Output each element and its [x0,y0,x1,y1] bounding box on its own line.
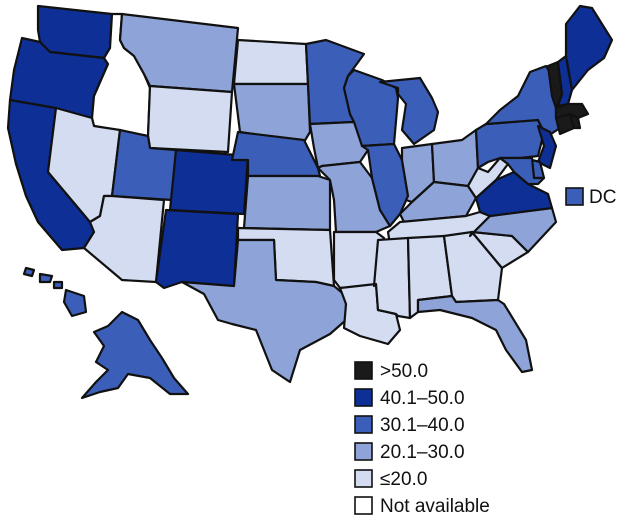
legend-label-le20: ≤20.0 [380,469,427,490]
state-HI-3[interactable] [52,280,64,290]
legend-swatch-20-30 [354,442,373,461]
state-NJ[interactable] [536,124,558,170]
state-MS[interactable] [372,236,412,320]
state-HI-4[interactable] [62,288,88,318]
legend-label-40-50: 40.1–50.0 [380,388,465,409]
legend-label-gt50: >50.0 [380,361,428,382]
state-AZ[interactable] [82,194,166,284]
state-HI-1[interactable] [22,266,36,278]
legend-swatch-40-50 [354,388,373,407]
state-NC[interactable] [468,206,558,254]
state-MD[interactable] [498,156,546,186]
state-MI[interactable] [378,76,440,146]
state-FL[interactable] [416,294,534,374]
legend-label-na: Not available [380,496,490,517]
state-SD[interactable] [232,82,312,144]
state-MT[interactable] [118,12,240,94]
dc-marker: DC [565,187,616,208]
state-TX[interactable] [180,238,348,384]
legend-swatch-le20 [354,469,373,488]
legend-label-20-30: 20.1–30.0 [380,442,465,463]
state-VA[interactable] [474,170,554,218]
legend: >50.0 40.1–50.0 30.1–40.0 20.1–30.0 ≤20.… [354,361,490,517]
state-ND[interactable] [232,38,310,86]
state-OH[interactable] [430,128,480,188]
state-KS[interactable] [242,174,332,232]
legend-swatch-30-40 [354,415,373,434]
state-AK[interactable] [80,310,190,400]
states-layer [6,4,614,400]
state-ME[interactable] [564,4,614,92]
legend-swatch-na [354,496,373,515]
state-IL[interactable] [360,142,410,228]
dc-label: DC [589,187,616,208]
state-HI-2[interactable] [38,272,54,284]
state-WY[interactable] [146,84,234,154]
state-NM[interactable] [154,208,240,290]
legend-label-30-40: 30.1–40.0 [380,415,465,436]
legend-swatch-gt50 [354,361,373,380]
state-RI[interactable] [568,112,582,130]
dc-swatch [565,187,584,206]
